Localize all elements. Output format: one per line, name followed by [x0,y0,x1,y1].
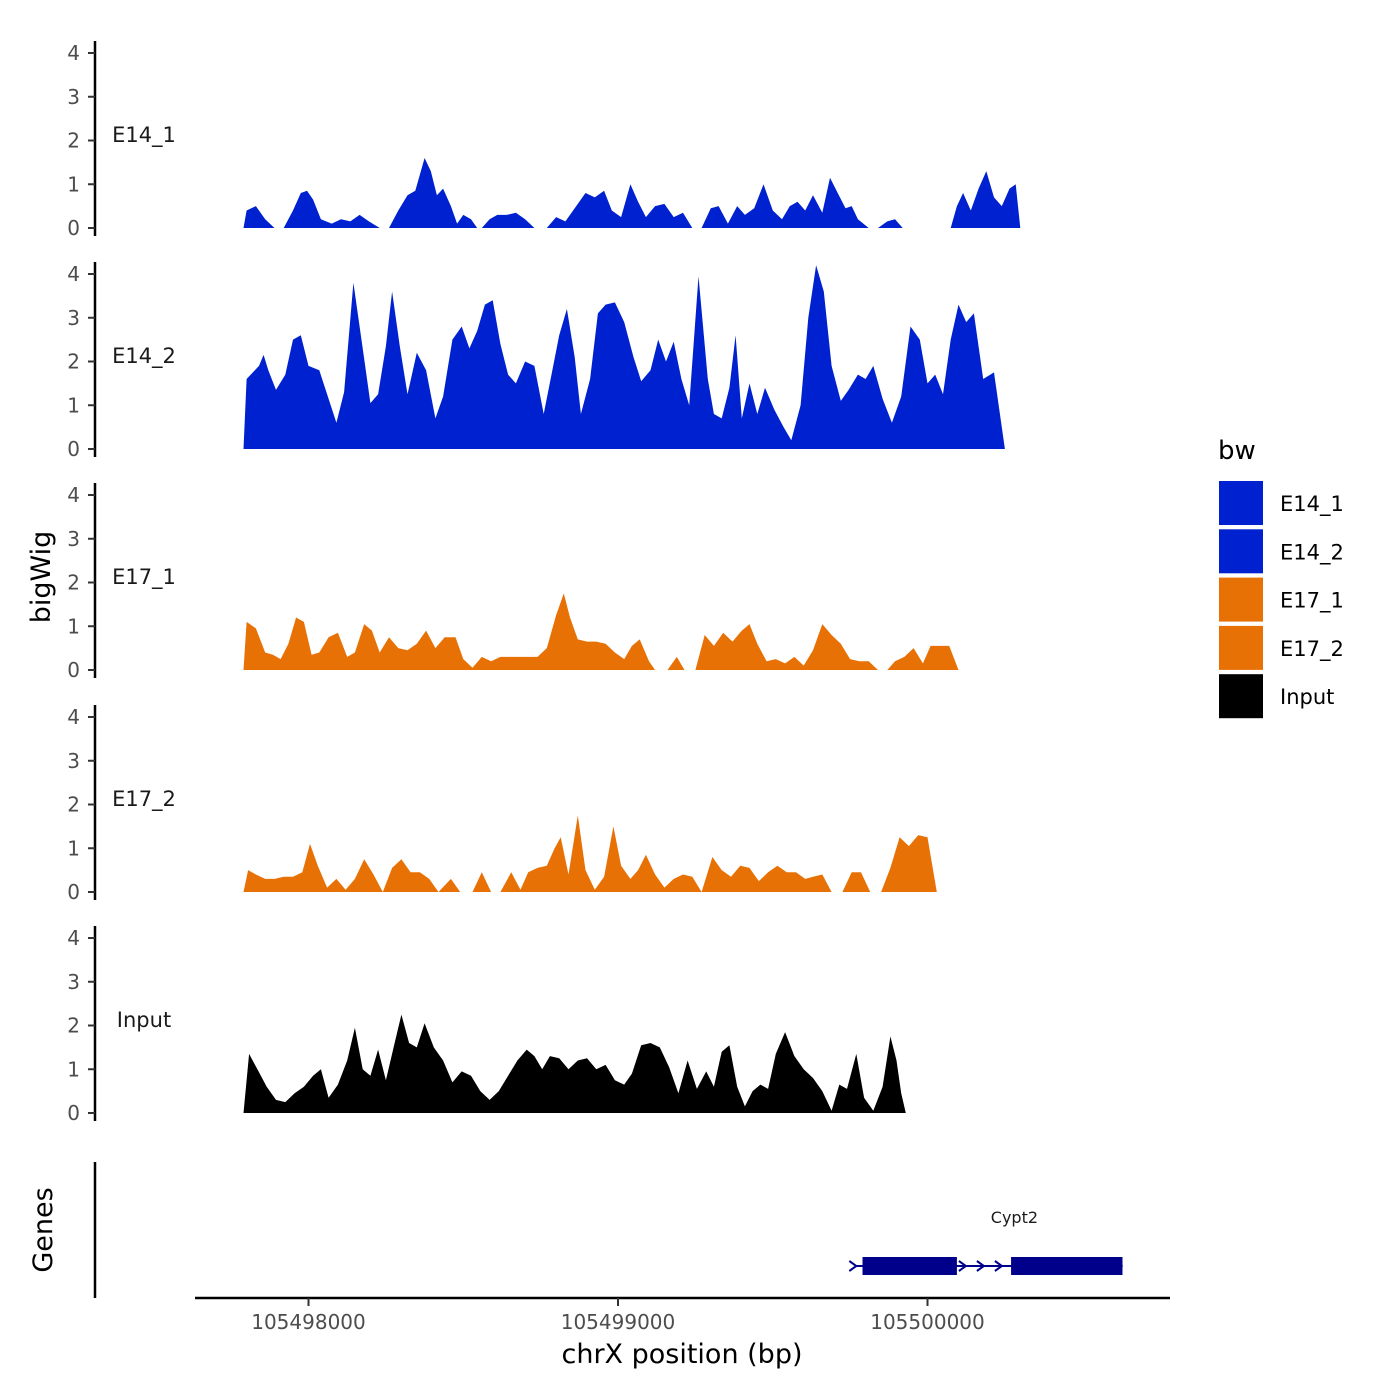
strand-chevron [976,1260,986,1272]
x-axis-title: chrX position (bp) [561,1339,802,1370]
y-tick-label: 0 [67,216,80,240]
legend-item: E14_1 [1219,481,1344,525]
y-tick-label: 4 [67,483,80,507]
legend-item: E14_2 [1219,529,1344,574]
track-Input: 0 1 2 3 4 Input [67,926,906,1125]
y-tick-label: 1 [67,393,80,417]
legend-swatch [1219,481,1263,525]
legend: bw E14_1 E14_2 E17_1 E17_2 Input [1218,436,1344,719]
x-tick-label: 105499000 [561,1310,676,1334]
y-tick-label: 3 [67,749,80,773]
coverage-area-Input [243,1014,906,1113]
gene-name-label: Cypt2 [991,1208,1038,1227]
legend-items: E14_1 E14_2 E17_1 E17_2 Input [1219,481,1344,719]
legend-item: E17_1 [1219,577,1344,622]
track-label: E14_2 [112,344,176,369]
y-tick-label: 4 [67,926,80,950]
y-tick-label: 3 [67,306,80,330]
track-E14_1: 0 1 2 3 4 E14_1 [67,41,1021,240]
legend-label: E14_1 [1280,492,1344,517]
coverage-area-E17_1 [243,593,959,670]
legend-label: E14_2 [1280,540,1344,565]
legend-item: E17_2 [1219,625,1344,670]
y-tick-label: 1 [67,836,80,860]
strand-chevron [958,1260,968,1272]
track-E17_2: 0 1 2 3 4 E17_2 [67,705,937,904]
track-label: E17_1 [112,565,176,590]
gene-track: Genes Cypt2 [28,1162,1124,1298]
gene-models: Cypt2 [848,1208,1124,1275]
y-tick-label: 0 [67,1101,80,1125]
x-tick-label: 105500000 [870,1310,985,1334]
y-tick-label: 2 [67,571,80,595]
legend-label: Input [1280,685,1334,709]
legend-title: bw [1218,436,1256,466]
y-tick-label: 2 [67,1014,80,1038]
genes-axis-title: Genes [28,1187,59,1272]
strand-chevron [848,1260,859,1272]
legend-label: E17_1 [1280,589,1344,614]
strand-chevron [1113,1260,1124,1272]
y-tick-label: 0 [67,437,80,461]
x-tick-label: 105498000 [251,1310,366,1334]
y-tick-label: 0 [67,658,80,682]
y-axis-title: bigWig [26,531,57,624]
gene-Cypt2: Cypt2 [848,1208,1124,1275]
track-label: E14_1 [112,123,176,148]
gene-exon [862,1257,957,1275]
y-tick-label: 4 [67,705,80,729]
y-tick-label: 3 [67,85,80,109]
y-tick-label: 1 [67,1057,80,1081]
y-tick-label: 3 [67,970,80,994]
coverage-area-E14_1 [243,158,1021,228]
legend-item: Input [1219,674,1334,719]
track-E17_1: 0 1 2 3 4 E17_1 [67,483,959,682]
legend-swatch [1219,577,1263,622]
track-E14_2: 0 1 2 3 4 E14_2 [67,262,1005,461]
track-label: E17_2 [112,787,176,812]
legend-swatch [1219,625,1263,670]
track-panels: 0 1 2 3 4 E14_1 0 1 2 3 4 E14_2 0 1 2 3 4 E17_1 0 1 2 3 4 E17_2… [67,41,1021,1125]
y-tick-label: 2 [67,793,80,817]
coverage-area-E14_2 [243,265,1005,449]
legend-swatch [1219,674,1263,719]
y-tick-label: 4 [67,262,80,286]
strand-chevron [994,1260,1004,1272]
y-tick-label: 2 [67,129,80,153]
legend-swatch [1219,529,1263,574]
y-tick-label: 4 [67,41,80,65]
y-tick-label: 2 [67,350,80,374]
y-tick-label: 1 [67,172,80,196]
y-tick-label: 0 [67,880,80,904]
y-tick-label: 3 [67,527,80,551]
coverage-area-E17_2 [243,815,937,892]
x-ticks: 105498000 105499000 105500000 [251,1298,985,1334]
x-axis: 105498000 105499000 105500000 chrX positio… [195,1296,1170,1370]
legend-label: E17_2 [1280,637,1344,662]
y-tick-label: 1 [67,614,80,638]
gene-exon [1011,1257,1123,1275]
track-label: Input [117,1008,171,1032]
